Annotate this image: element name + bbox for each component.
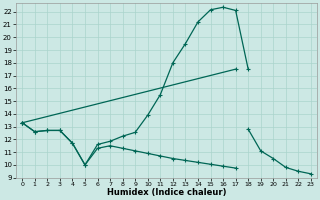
X-axis label: Humidex (Indice chaleur): Humidex (Indice chaleur) [107,188,226,197]
